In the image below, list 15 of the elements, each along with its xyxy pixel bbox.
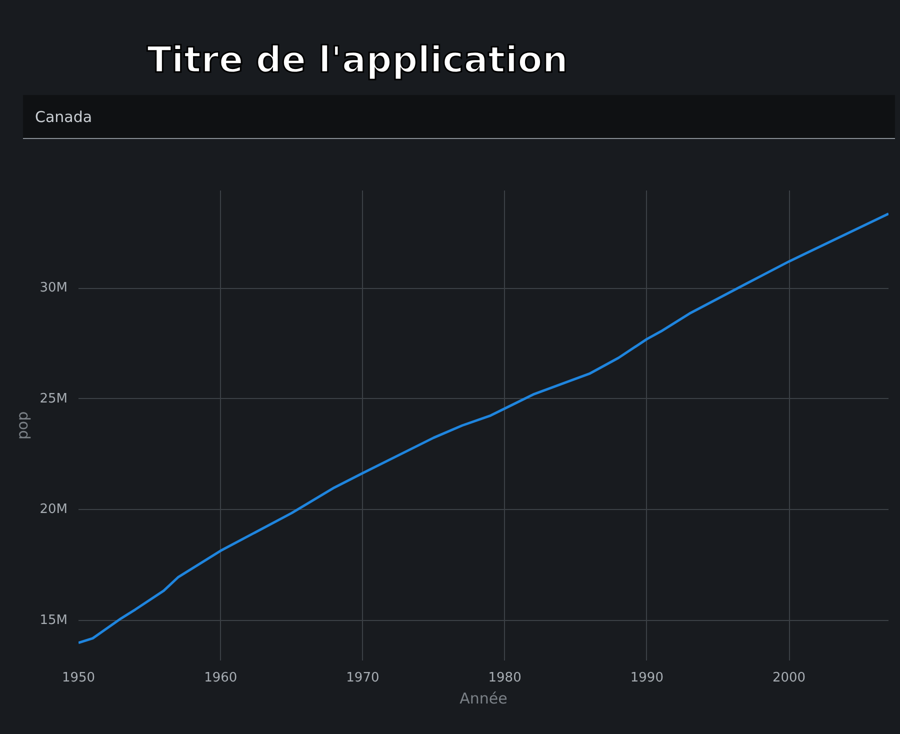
y-tick-label: 25M [40,391,68,406]
x-tick-label: 1960 [204,670,238,686]
x-axis-title: Année [460,690,508,708]
x-tick-label: 1990 [630,670,664,686]
x-tick-label: 2000 [772,670,806,686]
y-tick-label: 20M [40,502,68,518]
x-tick-label: 1950 [62,670,96,686]
y-axis-title: pop [14,411,32,440]
y-tick-label: 30M [40,280,68,296]
chart-subtitle: Canada [23,95,895,139]
x-tick-label: 1970 [346,670,380,686]
line-series [78,212,888,644]
x-tick-label: 1980 [488,670,522,686]
y-tick-label: 15M [40,613,68,628]
chart-title: Titre de l'application [147,39,568,83]
